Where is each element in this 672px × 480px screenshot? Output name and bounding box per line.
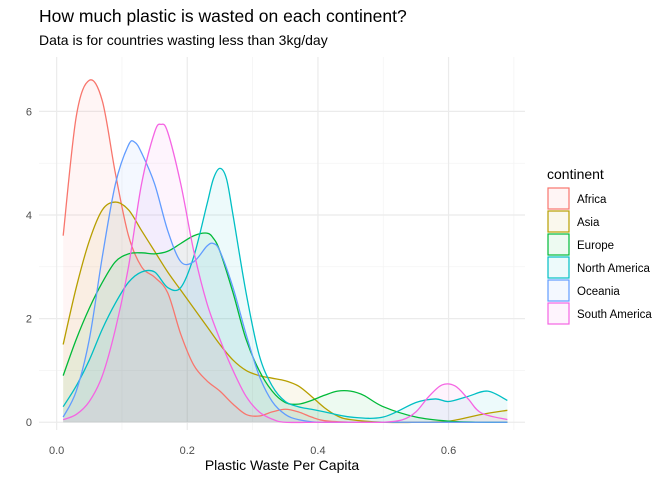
x-tick-label: 0.6 bbox=[441, 445, 456, 457]
density-area-oceania bbox=[63, 140, 508, 423]
density-line-europe bbox=[62, 232, 508, 423]
x-tick-label: 0.2 bbox=[180, 445, 195, 457]
legend-label-north-america: North America bbox=[577, 263, 650, 275]
legend-label-oceania: Oceania bbox=[577, 286, 620, 298]
legend-key-south-america bbox=[547, 302, 570, 325]
x-tick-label: 0.0 bbox=[49, 445, 64, 457]
legend-title: continent bbox=[547, 166, 604, 182]
tick-layer: 0.0 0.2 0.4 0.6 0 2 4 6 bbox=[26, 106, 456, 457]
legend-label-south-america: South America bbox=[577, 309, 652, 321]
legend-key-north-america bbox=[547, 256, 570, 279]
chart-title: How much plastic is wasted on each conti… bbox=[39, 6, 407, 26]
legend: continent Africa Asia Europe North America O… bbox=[547, 166, 652, 325]
chart-subtitle: Data is for countries wasting less than … bbox=[39, 32, 328, 48]
legend-key-europe bbox=[547, 233, 570, 256]
grid-layer bbox=[39, 57, 525, 430]
density-area-south-america bbox=[63, 124, 508, 423]
density-line-north-america bbox=[62, 167, 508, 419]
line-layer bbox=[62, 79, 508, 424]
legend-label-asia: Asia bbox=[577, 217, 600, 229]
legend-label-africa: Africa bbox=[577, 194, 607, 206]
x-tick-label: 0.4 bbox=[310, 445, 325, 457]
y-tick-label: 6 bbox=[26, 106, 32, 118]
legend-key-africa bbox=[547, 187, 570, 210]
y-tick-label: 4 bbox=[26, 210, 32, 222]
density-area-north-america bbox=[63, 168, 508, 423]
legend-key-asia bbox=[547, 210, 570, 233]
density-line-south-america bbox=[62, 123, 508, 424]
density-area-asia bbox=[63, 202, 508, 423]
x-axis-title: Plastic Waste Per Capita bbox=[205, 457, 360, 473]
area-layer bbox=[63, 79, 508, 423]
density-area-africa bbox=[63, 79, 508, 423]
density-line-asia bbox=[62, 201, 508, 424]
y-tick-label: 0 bbox=[26, 417, 32, 429]
legend-label-europe: Europe bbox=[577, 240, 614, 252]
y-tick-label: 2 bbox=[26, 314, 32, 326]
legend-key-oceania bbox=[547, 279, 570, 302]
